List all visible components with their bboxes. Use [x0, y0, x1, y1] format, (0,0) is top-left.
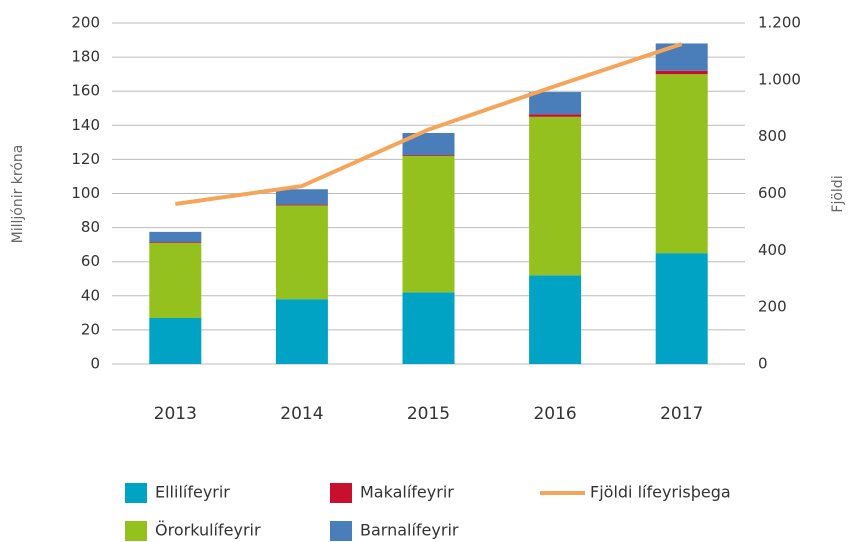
legend-label: Barnalífeyrir: [360, 521, 459, 540]
y2-tick-label: 200: [758, 298, 787, 316]
bar-segment: [149, 317, 202, 364]
y-tick-label: 60: [81, 252, 100, 270]
y2-tick-label: 1.000: [758, 70, 801, 88]
y-tick-label: 160: [71, 82, 100, 100]
bar-segment: [402, 132, 455, 156]
y-tick-label: 20: [81, 320, 100, 338]
y2-axis-label: Fjöldi: [830, 175, 846, 212]
y-tick-label: 180: [71, 48, 100, 66]
bar-segment: [529, 114, 582, 117]
x-tick-label: 2014: [280, 404, 323, 424]
y-tick-label: 80: [81, 218, 100, 236]
legend-swatch: [125, 483, 147, 503]
y2-tick-label: 1.200: [758, 14, 801, 32]
y-tick-label: 140: [71, 116, 100, 134]
bar-segment: [655, 253, 708, 364]
x-tick-label: 2013: [154, 404, 197, 424]
x-tick-label: 2017: [660, 404, 703, 424]
y2-tick-label: 0: [758, 355, 768, 373]
y2-tick-label: 800: [758, 127, 787, 145]
x-tick-label: 2015: [407, 404, 450, 424]
legend-swatch: [330, 521, 352, 541]
bar-segment: [655, 43, 708, 71]
legend-label: Örorkulífeyrir: [155, 521, 261, 540]
y-tick-label: 200: [71, 14, 100, 32]
bar-segment: [655, 74, 708, 254]
bar-segment: [529, 116, 582, 276]
x-tick-label: 2016: [533, 404, 576, 424]
bar-segment: [402, 292, 455, 364]
legend-swatch: [330, 483, 352, 503]
y-tick-label: 40: [81, 286, 100, 304]
bar-segment: [149, 231, 202, 243]
y-axis-label: Milljónir króna: [10, 145, 26, 244]
legend-label: Fjöldi lífeyrisþega: [590, 483, 731, 502]
line-series: [175, 42, 683, 206]
bar-segment: [275, 204, 328, 206]
bar-segment: [149, 242, 202, 318]
bar-segment: [275, 205, 328, 300]
legend-label: Ellilífeyrir: [155, 483, 230, 502]
bar-segment: [402, 155, 455, 293]
bar-segment: [149, 242, 202, 243]
y2-tick-label: 400: [758, 241, 787, 259]
y-tick-label: 100: [71, 184, 100, 202]
bar-segment: [529, 92, 582, 115]
y-tick-label: 120: [71, 150, 100, 168]
bar-segment: [529, 275, 582, 364]
y2-tick-label: 600: [758, 184, 787, 202]
legend-label: Makalífeyrir: [360, 483, 454, 502]
bar-segment: [275, 299, 328, 364]
bar-segment: [402, 155, 455, 156]
bar-segment: [655, 70, 708, 75]
legend-swatch: [125, 521, 147, 541]
y-tick-label: 0: [90, 355, 100, 373]
bar-segment: [275, 189, 328, 205]
